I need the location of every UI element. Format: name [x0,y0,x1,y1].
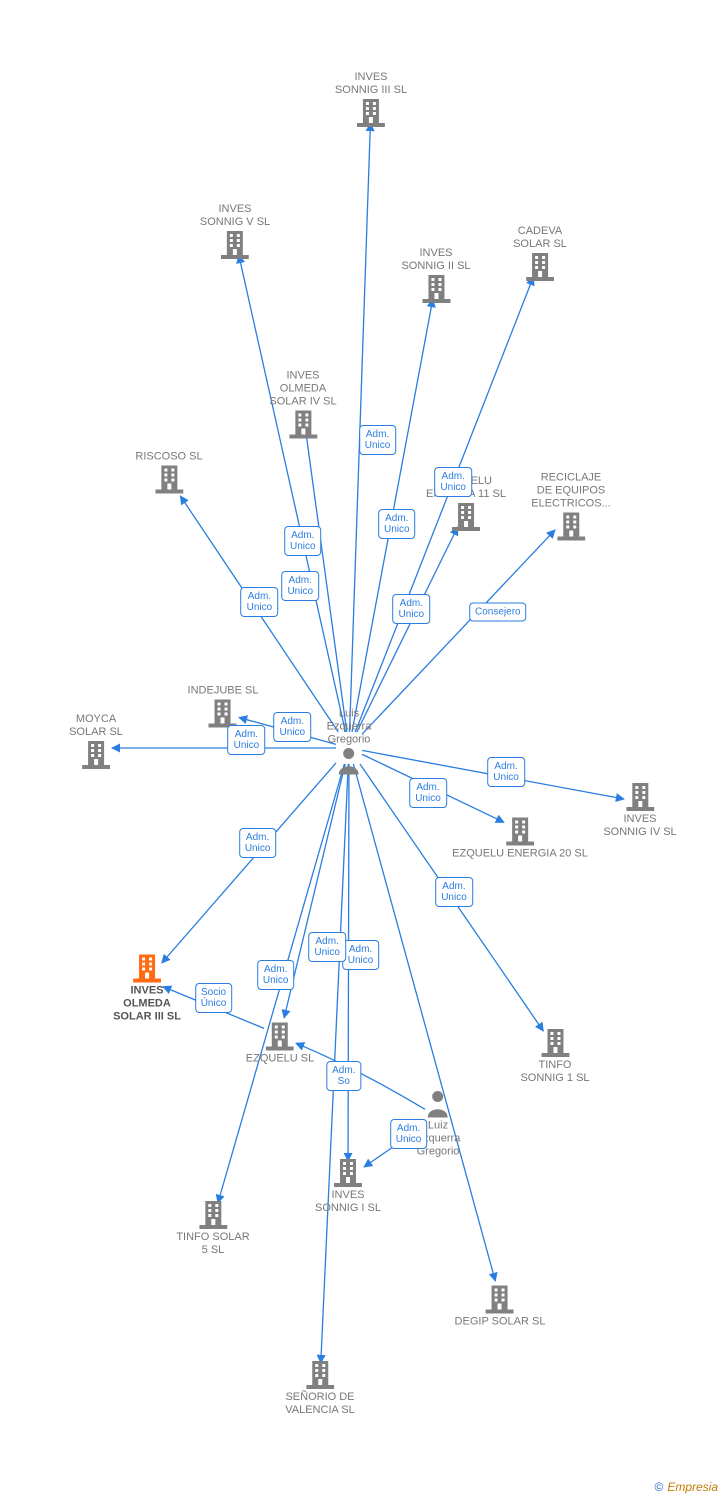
building-icon [135,464,202,494]
node-label: INVES SONNIG I SL [315,1189,381,1215]
node-label: INVES SONNIG II SL [401,247,470,273]
node-label: TINFO SONNIG 1 SL [520,1059,589,1085]
building-icon [285,1359,355,1389]
node-label: INVES SONNIG V SL [200,203,270,229]
company-node[interactable]: INVES SONNIG IV SL [603,781,676,839]
node-label: EZQUELU ENERGIA 20 SL [452,848,588,861]
company-node[interactable]: INVES SONNIG I SL [315,1157,381,1215]
person-icon [416,1090,461,1118]
company-node[interactable]: RISCOSO SL [135,449,202,494]
relationship-label: Adm. Unico [393,594,431,624]
building-icon [531,511,610,541]
person-icon [327,747,372,775]
relationship-label: Adm. Unico [359,425,397,455]
relationship-label: Adm. Unico [434,467,472,497]
node-label: SEÑORIO DE VALENCIA SL [285,1391,355,1417]
building-icon [513,251,567,281]
node-label: INVES SONNIG III SL [335,71,407,97]
node-label: DEGIP SOLAR SL [455,1316,546,1329]
relationship-label: Adm. Unico [241,587,279,617]
relationship-label: Consejero [469,602,527,621]
company-node[interactable]: DEGIP SOLAR SL [455,1284,546,1329]
relationship-label: Adm. So [326,1061,361,1091]
building-icon [426,501,506,531]
relationship-label: Adm. Unico [228,725,266,755]
relationship-label: Adm. Unico [274,712,312,742]
relationship-edge [239,255,346,732]
building-icon [455,1284,546,1314]
relationship-label: Adm. Unico [284,526,322,556]
person-node[interactable]: Luis Ezquerra Gregorio [327,706,372,775]
relationship-label: Adm. Unico [342,940,380,970]
company-node[interactable]: INVES OLMEDA SOLAR IV SL [269,368,336,439]
company-node[interactable]: INVES SONNIG V SL [200,201,270,259]
building-icon [69,739,123,769]
copyright: © Empresia [654,1480,718,1494]
company-node[interactable]: TINFO SONNIG 1 SL [520,1027,589,1085]
relationship-label: Adm. Unico [308,932,346,962]
relationship-label: Adm. Unico [378,509,416,539]
company-node[interactable]: RECICLAJE DE EQUIPOS ELECTRICOS... [531,470,610,541]
node-label: MOYCA SOLAR SL [69,713,123,739]
building-icon [269,409,336,439]
building-icon [315,1157,381,1187]
company-node[interactable]: INVES OLMEDA SOLAR III SL [113,953,181,1024]
relationship-label: Adm. Unico [281,571,319,601]
company-node[interactable]: TINFO SOLAR 5 SL [176,1199,249,1257]
building-icon [200,229,270,259]
company-node[interactable]: SEÑORIO DE VALENCIA SL [285,1359,355,1417]
node-label: EZQUELU SL [246,1053,314,1066]
building-icon [335,97,407,127]
copyright-brand: Empresia [667,1480,718,1494]
relationship-label: Adm. Unico [435,877,473,907]
building-icon [176,1199,249,1229]
relationship-label: Adm. Unico [257,960,295,990]
node-label: INVES SONNIG IV SL [603,813,676,839]
relationship-label: Adm. Unico [390,1119,428,1149]
relationship-edge [357,527,458,732]
node-label: TINFO SOLAR 5 SL [176,1231,249,1257]
building-icon [113,953,181,983]
company-node[interactable]: EZQUELU ENERGIA 20 SL [452,816,588,861]
building-icon [452,816,588,846]
node-label: RECICLAJE DE EQUIPOS ELECTRICOS... [531,472,610,511]
company-node[interactable]: EZQUELU SL [246,1021,314,1066]
building-icon [603,781,676,811]
building-icon [401,273,470,303]
relationship-edge [362,530,555,734]
relationship-label: Adm. Unico [487,757,525,787]
building-icon [246,1021,314,1051]
building-icon [188,698,259,728]
node-label: RISCOSO SL [135,451,202,464]
copyright-symbol: © [654,1480,663,1494]
network-diagram: Luis Ezquerra Gregorio INVES SONNIG III … [0,0,728,1500]
node-label: INVES OLMEDA SOLAR IV SL [269,370,336,409]
node-label: INDEJUBE SL [188,685,259,698]
node-label: CADEVA SOLAR SL [513,225,567,251]
node-label: Luis Ezquerra Gregorio [327,708,372,747]
relationship-label: Adm. Unico [239,828,277,858]
building-icon [520,1027,589,1057]
relationship-label: Adm. Unico [409,778,447,808]
company-node[interactable]: INVES SONNIG II SL [401,245,470,303]
company-node[interactable]: INDEJUBE SL [188,683,259,728]
company-node[interactable]: MOYCA SOLAR SL [69,711,123,769]
company-node[interactable]: INVES SONNIG III SL [335,69,407,127]
relationship-label: Socio Único [195,983,233,1013]
company-node[interactable]: CADEVA SOLAR SL [513,223,567,281]
node-label: INVES OLMEDA SOLAR III SL [113,985,181,1024]
